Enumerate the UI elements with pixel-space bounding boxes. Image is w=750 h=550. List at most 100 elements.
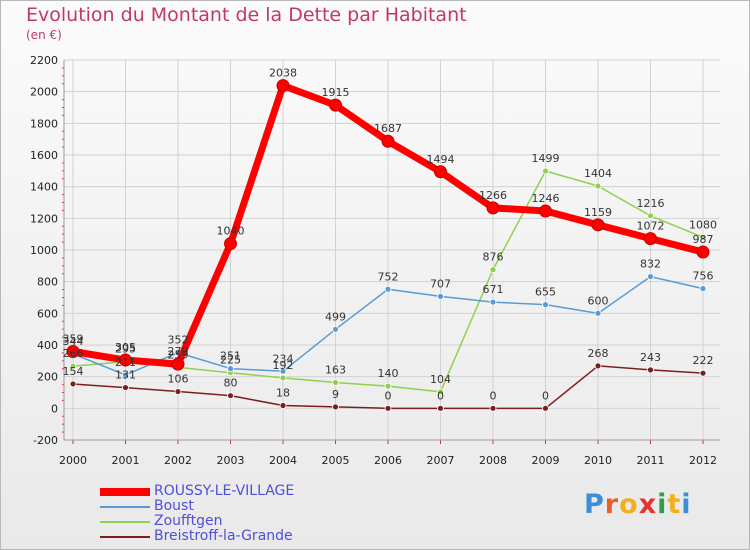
- x-tick-label: 2005: [322, 454, 350, 467]
- y-tick-label: 400: [37, 339, 58, 352]
- logo-letter: i: [681, 489, 692, 520]
- y-tick-label: 600: [37, 307, 58, 320]
- data-point-1: [489, 298, 497, 306]
- data-label: 1915: [322, 86, 350, 99]
- data-label: 251: [220, 350, 241, 363]
- data-label: 1040: [217, 225, 245, 238]
- data-point-3: [542, 404, 549, 412]
- data-point-0: [224, 237, 237, 251]
- y-tick-label: 2000: [30, 86, 58, 99]
- data-label: 344: [63, 335, 84, 348]
- data-point-1: [437, 292, 444, 300]
- data-label: 266: [63, 347, 84, 360]
- data-point-3: [122, 384, 129, 391]
- x-tick-label: 2001: [112, 454, 140, 467]
- data-label: 2038: [269, 67, 297, 80]
- logo-letter: o: [619, 489, 639, 520]
- data-label: 9: [332, 388, 339, 401]
- data-label: 987: [693, 233, 714, 246]
- data-label: 131: [115, 369, 136, 382]
- x-tick-label: 2011: [637, 454, 665, 467]
- legend-label-roussy: ROUSSY-LE-VILLAGE: [154, 483, 295, 499]
- data-point-2: [594, 182, 602, 190]
- data-point-2: [437, 388, 444, 396]
- data-label: 192: [273, 359, 294, 372]
- data-point-1: [122, 371, 129, 379]
- data-label: 154: [63, 365, 84, 378]
- data-point-3: [279, 402, 287, 409]
- data-label: 243: [640, 351, 661, 364]
- data-label: 707: [430, 277, 451, 290]
- y-tick-label: 1200: [30, 212, 58, 225]
- data-point-2: [647, 212, 654, 220]
- data-point-1: [699, 285, 707, 293]
- y-tick-label: 800: [37, 276, 58, 289]
- data-label: 1494: [427, 153, 455, 166]
- legend-swatch-breistroff: [100, 536, 150, 538]
- data-point-2: [699, 233, 707, 241]
- x-tick-label: 2004: [269, 454, 297, 467]
- legend-item-zoufftgen: Zoufftgen: [100, 514, 330, 529]
- data-label: 756: [693, 270, 714, 283]
- data-label: 1499: [532, 152, 560, 165]
- legend-swatch-roussy: [100, 488, 150, 496]
- data-point-1: [594, 309, 602, 317]
- legend-item-roussy: ROUSSY-LE-VILLAGE: [100, 484, 330, 499]
- data-point-0: [539, 204, 552, 218]
- data-label: 259: [168, 348, 189, 361]
- legend-label-zoufftgen: Zoufftgen: [154, 513, 223, 529]
- data-point-0: [276, 79, 290, 93]
- data-point-2: [279, 374, 287, 382]
- data-label: 600: [588, 294, 609, 307]
- legend-item-boust: Boust: [100, 499, 330, 514]
- y-tick-label: 1800: [30, 117, 58, 130]
- data-label: 1216: [637, 197, 665, 210]
- data-label: 499: [325, 310, 346, 323]
- data-label: 359: [63, 332, 84, 345]
- data-point-2: [332, 379, 339, 386]
- logo-letter: x: [638, 489, 658, 520]
- legend-label-boust: Boust: [154, 498, 194, 514]
- y-tick-label: 1000: [30, 244, 58, 257]
- data-point-3: [647, 366, 654, 374]
- data-point-0: [644, 232, 657, 246]
- x-tick-label: 2008: [479, 454, 507, 467]
- x-tick-label: 2003: [217, 454, 245, 467]
- series-group: [66, 79, 710, 412]
- data-point-3: [594, 362, 602, 370]
- data-point-0: [329, 98, 342, 112]
- data-label: 1246: [532, 192, 560, 205]
- chart-title: Evolution du Montant de la Dette par Hab…: [26, 4, 467, 26]
- data-label: 268: [588, 347, 609, 360]
- data-label: 352: [168, 334, 189, 347]
- y-tick-label: 200: [37, 371, 58, 384]
- data-label: 671: [483, 283, 504, 296]
- data-label: 234: [273, 352, 294, 365]
- data-label: 222: [693, 354, 714, 367]
- data-point-1: [542, 301, 549, 309]
- logo-letter: P: [584, 489, 605, 520]
- y-tick-label: 1600: [30, 149, 58, 162]
- data-point-1: [332, 325, 339, 333]
- grid-lines: [64, 59, 720, 441]
- data-point-3: [227, 392, 234, 400]
- data-label: 1080: [689, 218, 717, 231]
- y-tick-label: -200: [33, 434, 58, 447]
- legend-item-breistroff: Breistroff-la-Grande: [100, 529, 330, 544]
- data-point-0: [591, 218, 605, 232]
- data-label: 80: [224, 377, 238, 390]
- data-point-0: [381, 134, 395, 148]
- data-label: 18: [276, 386, 290, 399]
- data-point-3: [437, 404, 444, 412]
- x-tick-label: 2009: [532, 454, 560, 467]
- data-point-1: [647, 273, 654, 281]
- data-point-3: [489, 404, 497, 412]
- data-label: 0: [385, 389, 392, 402]
- data-point-3: [384, 404, 392, 412]
- x-tick-label: 2000: [59, 454, 87, 467]
- data-point-2: [489, 266, 497, 274]
- data-label: 0: [542, 389, 549, 402]
- logo-letter: i: [657, 489, 668, 520]
- data-label: 295: [115, 343, 136, 356]
